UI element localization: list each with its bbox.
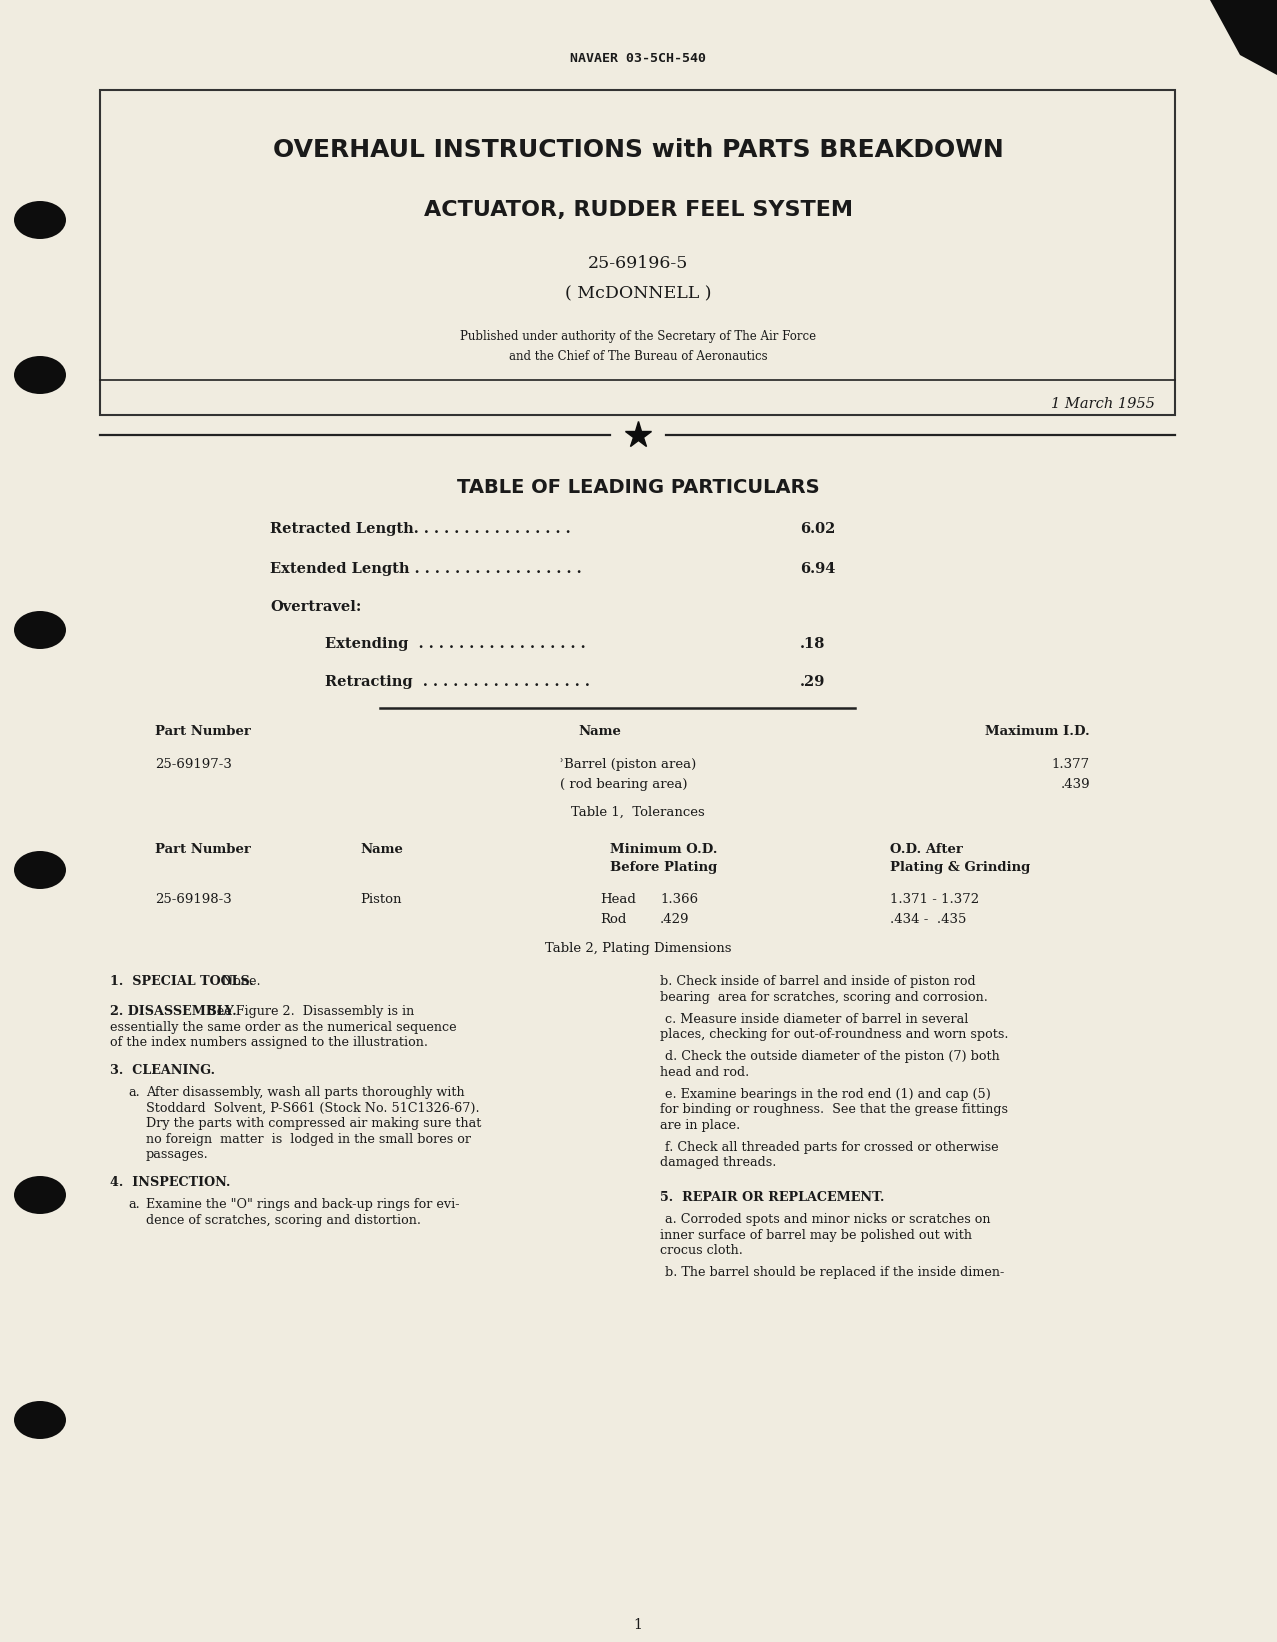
Text: .18: .18	[799, 637, 825, 650]
Text: OVERHAUL INSTRUCTIONS with PARTS BREAKDOWN: OVERHAUL INSTRUCTIONS with PARTS BREAKDO…	[272, 138, 1004, 163]
Text: Table 1,  Tolerances: Table 1, Tolerances	[571, 806, 705, 819]
Text: of the index numbers assigned to the illustration.: of the index numbers assigned to the ill…	[110, 1036, 428, 1049]
Text: damaged threads.: damaged threads.	[660, 1156, 776, 1169]
Text: 6.94: 6.94	[799, 562, 835, 576]
Text: Stoddard  Solvent, P-S661 (Stock No. 51C1326-67).: Stoddard Solvent, P-S661 (Stock No. 51C1…	[146, 1102, 480, 1115]
Text: 25-69197-3: 25-69197-3	[155, 759, 232, 772]
Text: Extended Length . . . . . . . . . . . . . . . . .: Extended Length . . . . . . . . . . . . …	[269, 562, 581, 576]
Text: 1.  SPECIAL TOOLS.: 1. SPECIAL TOOLS.	[110, 975, 254, 988]
Text: e. Examine bearings in the rod end (1) and cap (5): e. Examine bearings in the rod end (1) a…	[665, 1087, 991, 1100]
Ellipse shape	[14, 611, 66, 649]
Text: Dry the parts with compressed air making sure that: Dry the parts with compressed air making…	[146, 1117, 481, 1130]
Text: dence of scratches, scoring and distortion.: dence of scratches, scoring and distorti…	[146, 1213, 421, 1227]
Text: 1: 1	[633, 1617, 642, 1632]
Text: are in place.: are in place.	[660, 1118, 741, 1131]
Text: passages.: passages.	[146, 1148, 208, 1161]
Text: crocus cloth.: crocus cloth.	[660, 1245, 743, 1258]
Text: 1 March 1955: 1 March 1955	[1051, 397, 1154, 410]
Text: Plating & Grinding: Plating & Grinding	[890, 860, 1031, 874]
Text: 25-69196-5: 25-69196-5	[587, 255, 688, 273]
Text: Head: Head	[600, 893, 636, 906]
Text: Rod: Rod	[600, 913, 627, 926]
Text: NAVAER 03-5CH-540: NAVAER 03-5CH-540	[570, 53, 706, 66]
Ellipse shape	[14, 356, 66, 394]
Text: a.: a.	[128, 1085, 139, 1098]
Text: a.: a.	[128, 1199, 139, 1212]
Text: no foreign  matter  is  lodged in the small bores or: no foreign matter is lodged in the small…	[146, 1133, 471, 1146]
Text: .434 -  .435: .434 - .435	[890, 913, 967, 926]
Text: 1.366: 1.366	[660, 893, 699, 906]
Text: Retracting  . . . . . . . . . . . . . . . . .: Retracting . . . . . . . . . . . . . . .…	[326, 675, 590, 690]
Text: f. Check all threaded parts for crossed or otherwise: f. Check all threaded parts for crossed …	[665, 1141, 999, 1153]
Text: 5.  REPAIR OR REPLACEMENT.: 5. REPAIR OR REPLACEMENT.	[660, 1190, 885, 1204]
Text: Name: Name	[578, 726, 622, 737]
Polygon shape	[1211, 0, 1277, 76]
Text: head and rod.: head and rod.	[660, 1066, 750, 1079]
Text: 6.02: 6.02	[799, 522, 835, 535]
Text: b. The barrel should be replaced if the inside dimen-: b. The barrel should be replaced if the …	[665, 1266, 1004, 1279]
Text: 4.  INSPECTION.: 4. INSPECTION.	[110, 1176, 230, 1189]
Text: ACTUATOR, RUDDER FEEL SYSTEM: ACTUATOR, RUDDER FEEL SYSTEM	[424, 200, 853, 220]
Text: 1.377: 1.377	[1052, 759, 1091, 772]
Ellipse shape	[14, 1401, 66, 1438]
Text: Part Number: Part Number	[155, 842, 250, 855]
Text: b. Check inside of barrel and inside of piston rod: b. Check inside of barrel and inside of …	[660, 975, 976, 988]
Text: 2. DISASSEMBLY.: 2. DISASSEMBLY.	[110, 1005, 236, 1018]
Text: c. Measure inside diameter of barrel in several: c. Measure inside diameter of barrel in …	[665, 1013, 968, 1026]
Text: and the Chief of The Bureau of Aeronautics: and the Chief of The Bureau of Aeronauti…	[508, 350, 767, 363]
Text: See Figure 2.  Disassembly is in: See Figure 2. Disassembly is in	[204, 1005, 414, 1018]
Text: 3.  CLEANING.: 3. CLEANING.	[110, 1064, 215, 1077]
Text: places, checking for out-of-roundness and worn spots.: places, checking for out-of-roundness an…	[660, 1028, 1009, 1041]
Text: O.D. After: O.D. After	[890, 842, 963, 855]
Text: Before Plating: Before Plating	[610, 860, 718, 874]
Text: .429: .429	[660, 913, 690, 926]
Bar	[100, 90, 1175, 415]
Text: ( rod bearing area): ( rod bearing area)	[561, 778, 687, 791]
Ellipse shape	[14, 200, 66, 240]
Text: d. Check the outside diameter of the piston (7) both: d. Check the outside diameter of the pis…	[665, 1049, 1000, 1062]
Text: Retracted Length. . . . . . . . . . . . . . . .: Retracted Length. . . . . . . . . . . . …	[269, 522, 571, 535]
Text: Part Number: Part Number	[155, 726, 250, 737]
Text: Examine the "O" rings and back-up rings for evi-: Examine the "O" rings and back-up rings …	[146, 1199, 460, 1212]
Text: inner surface of barrel may be polished out with: inner surface of barrel may be polished …	[660, 1228, 972, 1241]
Text: for binding or roughness.  See that the grease fittings: for binding or roughness. See that the g…	[660, 1103, 1008, 1117]
Text: ʾBarrel (piston area): ʾBarrel (piston area)	[561, 759, 696, 772]
Text: a. Corroded spots and minor nicks or scratches on: a. Corroded spots and minor nicks or scr…	[665, 1213, 991, 1227]
Text: Piston: Piston	[360, 893, 401, 906]
Text: .29: .29	[799, 675, 825, 690]
Text: essentially the same order as the numerical sequence: essentially the same order as the numeri…	[110, 1020, 457, 1033]
Text: After disassembly, wash all parts thoroughly with: After disassembly, wash all parts thorou…	[146, 1085, 465, 1098]
Text: 25-69198-3: 25-69198-3	[155, 893, 231, 906]
Text: Extending  . . . . . . . . . . . . . . . . .: Extending . . . . . . . . . . . . . . . …	[326, 637, 586, 650]
Text: 1.371 - 1.372: 1.371 - 1.372	[890, 893, 979, 906]
Ellipse shape	[14, 1176, 66, 1213]
Text: ( McDONNELL ): ( McDONNELL )	[564, 286, 711, 302]
Ellipse shape	[14, 851, 66, 888]
Text: TABLE OF LEADING PARTICULARS: TABLE OF LEADING PARTICULARS	[457, 478, 820, 498]
Text: Name: Name	[360, 842, 402, 855]
Text: None.: None.	[218, 975, 261, 988]
Text: .439: .439	[1060, 778, 1091, 791]
Text: Overtravel:: Overtravel:	[269, 599, 361, 614]
Text: Maximum I.D.: Maximum I.D.	[986, 726, 1091, 737]
Text: Table 2, Plating Dimensions: Table 2, Plating Dimensions	[545, 943, 732, 956]
Text: Published under authority of the Secretary of The Air Force: Published under authority of the Secreta…	[460, 330, 816, 343]
Text: Minimum O.D.: Minimum O.D.	[610, 842, 718, 855]
Text: bearing  area for scratches, scoring and corrosion.: bearing area for scratches, scoring and …	[660, 990, 988, 1003]
